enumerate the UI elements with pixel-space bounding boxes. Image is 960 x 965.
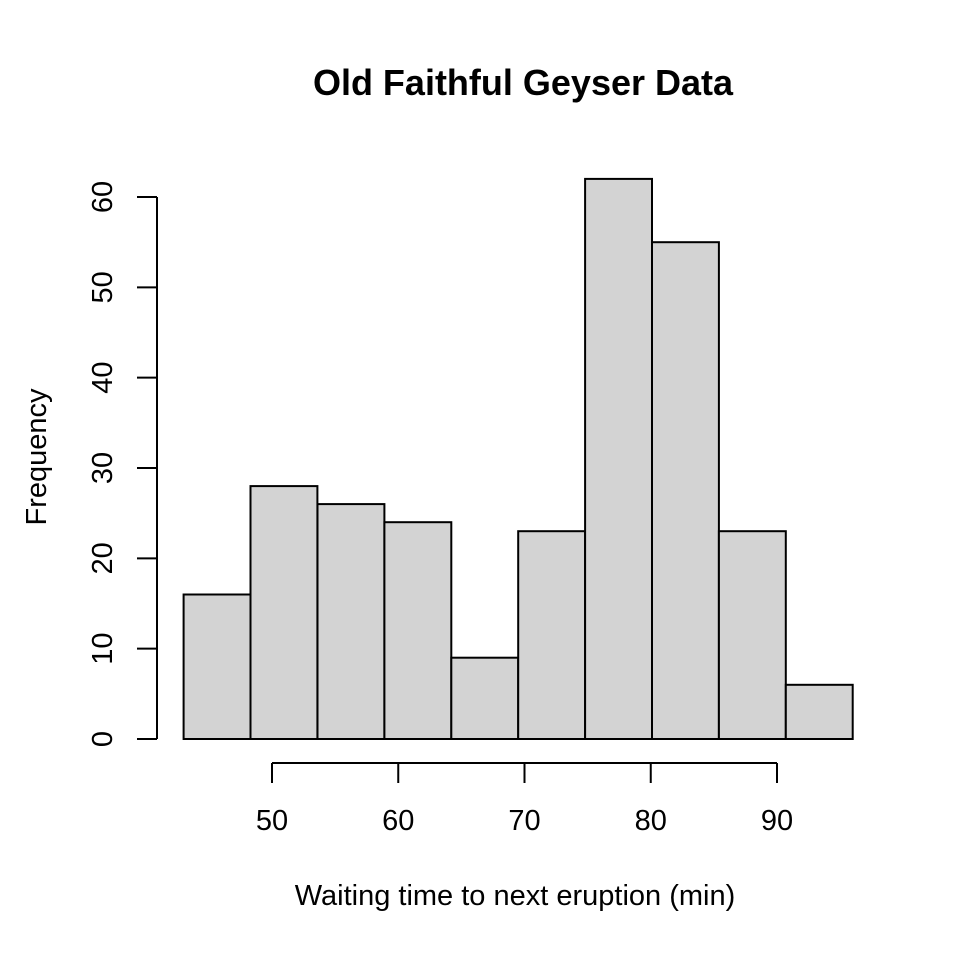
histogram-bar	[717, 530, 787, 741]
histogram-bar	[182, 593, 252, 740]
histogram-bars	[182, 177, 854, 741]
y-tick-label: 40	[87, 362, 119, 394]
x-tick-label: 80	[635, 805, 667, 837]
x-tick-label: 50	[256, 805, 288, 837]
histogram-bar	[383, 521, 453, 741]
histogram-bar	[517, 530, 587, 741]
histogram-bar	[450, 656, 520, 741]
y-tick-label: 10	[87, 633, 119, 665]
x-tick-label: 90	[761, 805, 793, 837]
chart-title: Old Faithful Geyser Data	[313, 62, 734, 103]
y-tick-label: 60	[87, 181, 119, 213]
y-tick-label: 20	[87, 542, 119, 574]
y-axis: 0 10 20 30 40 50 60	[87, 181, 158, 747]
histogram-bar	[316, 503, 386, 740]
histogram-bar	[584, 177, 653, 740]
x-tick-label: 60	[382, 805, 414, 837]
histogram-bar	[784, 683, 854, 740]
x-tick-label: 70	[508, 805, 540, 837]
x-axis-label: Waiting time to next eruption (min)	[295, 880, 736, 912]
x-axis: 50 60 70 80 90	[256, 762, 793, 837]
histogram-bar	[651, 241, 720, 740]
y-tick-label: 30	[87, 452, 119, 484]
y-axis-label: Frequency	[21, 388, 53, 526]
y-tick-label: 50	[87, 271, 119, 303]
y-tick-label: 0	[87, 731, 119, 747]
histogram-bar	[249, 485, 319, 740]
